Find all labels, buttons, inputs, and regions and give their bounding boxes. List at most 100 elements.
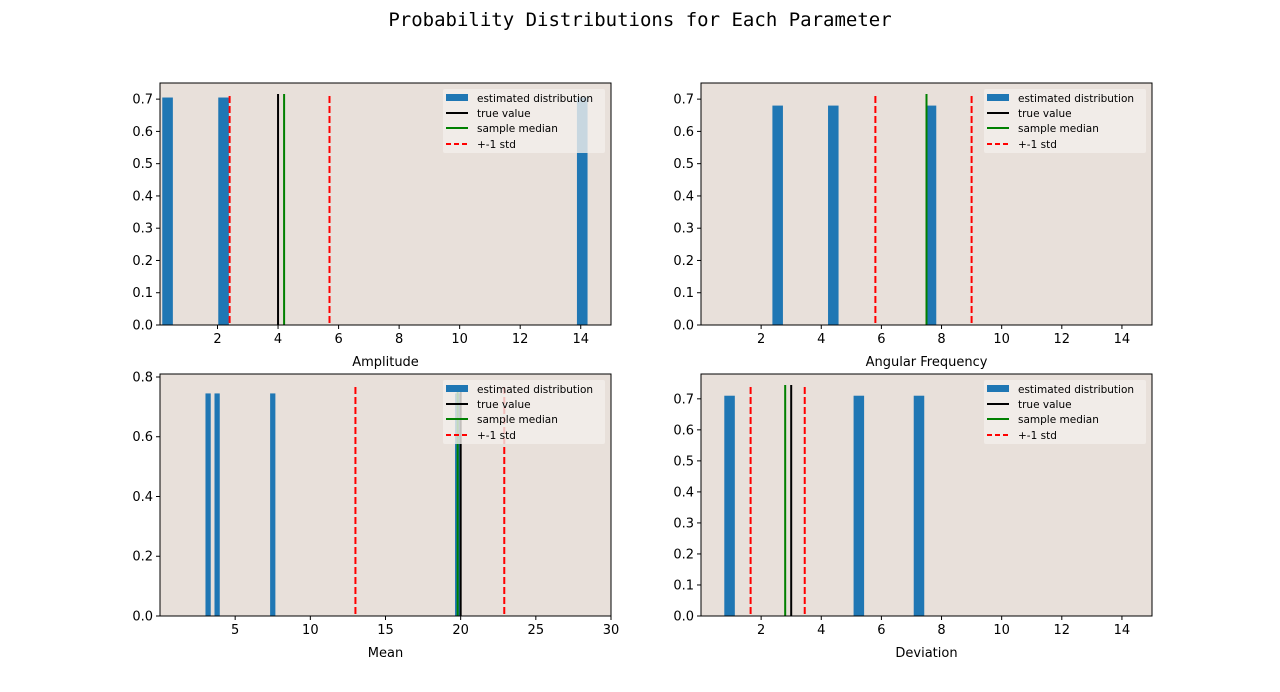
- figure-title: Probability Distributions for Each Param…: [388, 9, 892, 31]
- histogram-bar: [913, 395, 925, 616]
- legend-label: +-1 std: [477, 139, 516, 151]
- x-tick-label: 10: [993, 623, 1010, 638]
- x-tick-label: 6: [334, 332, 342, 347]
- histogram-bar: [270, 393, 276, 616]
- y-tick-label: 0.2: [673, 254, 694, 269]
- x-tick-label: 10: [993, 332, 1010, 347]
- legend-label: estimated distribution: [477, 384, 593, 396]
- legend-label: estimated distribution: [477, 93, 593, 105]
- axes-frame: [700, 82, 1153, 326]
- legend-label: true value: [1018, 399, 1072, 411]
- y-tick-label: 0.0: [673, 319, 694, 334]
- x-tick-label: 15: [377, 623, 394, 638]
- legend-label: +-1 std: [477, 430, 516, 442]
- legend-label: sample median: [1018, 123, 1099, 135]
- y-tick-label: 0.2: [132, 254, 153, 269]
- y-tick-label: 0.5: [673, 157, 694, 172]
- x-tick-label: 6: [877, 332, 885, 347]
- y-tick-label: 0.4: [673, 189, 694, 204]
- x-tick-label: 14: [572, 332, 589, 347]
- y-tick-label: 0.3: [132, 222, 153, 237]
- x-tick-label: 12: [1054, 332, 1071, 347]
- y-tick-label: 0.5: [132, 157, 153, 172]
- x-axis-label: Amplitude: [352, 355, 419, 370]
- x-axis-label: Deviation: [895, 646, 957, 661]
- y-tick-label: 0.5: [673, 454, 694, 469]
- y-tick-label: 0.7: [673, 93, 694, 108]
- legend: estimated distribution true value sample m…: [984, 380, 1146, 444]
- x-tick-label: 12: [512, 332, 529, 347]
- subplot-4: 2 4 6 8 10 12 14 0.0 0.1 0.2 0.3 0.4 0.5 0.6 0.7 Deviat…: [673, 373, 1153, 661]
- y-tick-label: 0.1: [673, 286, 694, 301]
- legend-box: [984, 380, 1146, 444]
- legend-swatch-bars: [446, 94, 468, 101]
- x-tick-label: 8: [395, 332, 403, 347]
- x-tick-label: 30: [603, 623, 620, 638]
- histogram-bar: [218, 97, 229, 326]
- axes-frame: [700, 373, 1153, 617]
- y-tick-label: 0.2: [673, 547, 694, 562]
- histogram-bar: [772, 105, 783, 325]
- legend-label: +-1 std: [1018, 430, 1057, 442]
- x-tick-label: 2: [213, 332, 221, 347]
- x-tick-label: 25: [528, 623, 545, 638]
- x-tick-label: 10: [302, 623, 319, 638]
- subplot-1: 2 4 6 8 10 12 14 0.0 0.1 0.2 0.3 0.4 0.5 0.6 0.7 Amplit…: [132, 82, 612, 370]
- x-tick-label: 10: [451, 332, 468, 347]
- legend-label: sample median: [477, 414, 558, 426]
- x-tick-label: 8: [937, 623, 945, 638]
- histogram-bar: [828, 105, 839, 325]
- x-tick-label: 4: [274, 332, 282, 347]
- histogram-bar: [724, 395, 735, 616]
- legend: estimated distribution true value sample m…: [443, 89, 605, 153]
- legend-label: +-1 std: [1018, 139, 1057, 151]
- legend-swatch-bars: [446, 385, 468, 392]
- x-axis-label: Angular Frequency: [866, 355, 988, 370]
- y-tick-label: 0.4: [132, 189, 153, 204]
- x-tick-label: 20: [452, 623, 469, 638]
- legend-label: true value: [477, 399, 531, 411]
- x-tick-label: 5: [231, 623, 239, 638]
- axes-frame: [159, 82, 612, 326]
- x-axis-label: Mean: [368, 646, 403, 661]
- x-tick-label: 6: [877, 623, 885, 638]
- y-tick-label: 0.0: [673, 610, 694, 625]
- legend-swatch-bars: [987, 94, 1009, 101]
- legend: estimated distribution true value sample m…: [984, 89, 1146, 153]
- histogram-bar: [214, 393, 220, 616]
- x-tick-label: 2: [757, 332, 765, 347]
- legend-label: true value: [1018, 108, 1072, 120]
- histogram-bar: [205, 393, 211, 616]
- y-tick-label: 0.6: [673, 125, 694, 140]
- legend-label: sample median: [1018, 414, 1099, 426]
- x-tick-label: 14: [1114, 623, 1131, 638]
- histogram-bar: [162, 97, 173, 326]
- legend-box: [984, 89, 1146, 153]
- legend-swatch-bars: [987, 385, 1009, 392]
- y-tick-label: 0.4: [132, 490, 153, 505]
- x-tick-label: 4: [817, 623, 825, 638]
- subplot-2: 2 4 6 8 10 12 14 0.0 0.1 0.2 0.3 0.4 0.5 0.6 0.7 Angula…: [673, 82, 1153, 370]
- histogram-bar: [853, 395, 865, 616]
- x-tick-label: 14: [1114, 332, 1131, 347]
- legend-label: true value: [477, 108, 531, 120]
- legend-box: [443, 380, 605, 444]
- legend-box: [443, 89, 605, 153]
- y-tick-label: 0.8: [132, 370, 153, 385]
- y-tick-label: 0.7: [673, 392, 694, 407]
- legend: estimated distribution true value sample m…: [443, 380, 605, 444]
- legend-label: sample median: [477, 123, 558, 135]
- y-tick-label: 0.3: [673, 222, 694, 237]
- y-tick-label: 0.6: [673, 423, 694, 438]
- histogram-bar: [576, 97, 588, 326]
- y-tick-label: 0.6: [132, 430, 153, 445]
- y-tick-label: 0.0: [132, 319, 153, 334]
- y-tick-label: 0.6: [132, 125, 153, 140]
- x-tick-label: 12: [1054, 623, 1071, 638]
- subplot-3: 5 10 15 20 25 30 0.0 0.2 0.4 0.6 0.8 Mean estimated …: [132, 370, 619, 661]
- x-tick-label: 2: [757, 623, 765, 638]
- legend-label: estimated distribution: [1018, 384, 1134, 396]
- y-tick-label: 0.1: [673, 578, 694, 593]
- x-tick-label: 8: [937, 332, 945, 347]
